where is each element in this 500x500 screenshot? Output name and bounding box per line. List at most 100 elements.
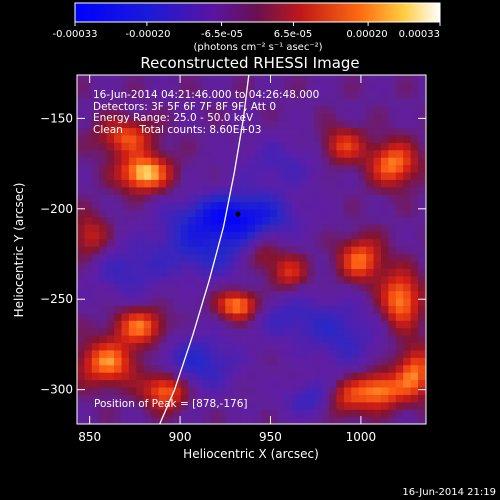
heatmap-cell (203, 186, 212, 195)
heatmap-cell (306, 260, 315, 269)
heatmap-cell (329, 194, 338, 203)
heatmap-cell (128, 127, 137, 136)
heatmap-cell (314, 120, 323, 129)
heatmap-cell (351, 157, 360, 166)
heatmap-cell (151, 120, 160, 129)
heatmap-cell (143, 335, 152, 344)
heatmap-cell (336, 364, 345, 373)
heatmap-cell (366, 342, 375, 351)
heatmap-cell (395, 149, 404, 158)
heatmap-cell (158, 246, 167, 255)
heatmap-cell (269, 75, 278, 84)
heatmap-cell (77, 105, 86, 114)
heatmap-cell (395, 246, 404, 255)
heatmap-cell (403, 260, 412, 269)
heatmap-cell (425, 335, 426, 344)
heatmap-cell (306, 297, 315, 306)
heatmap-cell (410, 223, 419, 232)
heatmap-cell (284, 238, 293, 247)
heatmap-cell (158, 409, 167, 418)
heatmap-cell (232, 216, 241, 225)
heatmap-cell (395, 327, 404, 336)
heatmap-cell (373, 75, 382, 84)
heatmap-cell (128, 335, 137, 344)
heatmap-cell (91, 201, 100, 210)
heatmap-cell (269, 238, 278, 247)
heatmap-cell (366, 253, 375, 262)
heatmap-cell (395, 409, 404, 418)
heatmap-cell (277, 186, 286, 195)
heatmap-cell (180, 112, 189, 121)
heatmap-cell (395, 268, 404, 277)
heatmap-cell (366, 246, 375, 255)
heatmap-cell (358, 290, 367, 299)
heatmap-cell (106, 112, 115, 121)
heatmap-cell (151, 194, 160, 203)
heatmap-cell (210, 134, 219, 143)
heatmap-cell (173, 253, 182, 262)
heatmap-cell (240, 335, 249, 344)
heatmap-cell (366, 231, 375, 240)
heatmap-cell (388, 349, 397, 358)
heatmap-cell (91, 75, 100, 84)
heatmap-cell (203, 179, 212, 188)
heatmap-cell (84, 75, 93, 84)
heatmap-cell (403, 394, 412, 403)
heatmap-cell (388, 290, 397, 299)
heatmap-cell (395, 112, 404, 121)
heatmap-cell (99, 75, 108, 77)
heatmap-cell (180, 327, 189, 336)
heatmap-cell (158, 238, 167, 247)
heatmap-cell (165, 416, 174, 424)
heatmap-cell (136, 149, 145, 158)
heatmap-cell (173, 335, 182, 344)
heatmap-cell (269, 401, 278, 410)
heatmap-cell (277, 97, 286, 106)
heatmap-cell (262, 246, 271, 255)
heatmap-cell (77, 320, 86, 329)
heatmap-cell (91, 97, 100, 106)
heatmap-cell (136, 231, 145, 240)
heatmap-cell (232, 149, 241, 158)
heatmap-cell (136, 201, 145, 210)
heatmap-cell (165, 283, 174, 292)
heatmap-cell (395, 238, 404, 247)
heatmap-cell (425, 283, 426, 292)
heatmap-cell (373, 149, 382, 158)
heatmap-cell (180, 120, 189, 129)
heatmap-cell (395, 164, 404, 173)
heatmap-cell (240, 349, 249, 358)
heatmap-cell (77, 386, 86, 395)
heatmap-cell (418, 297, 426, 306)
heatmap-cell (262, 186, 271, 195)
heatmap-cell (418, 394, 426, 403)
heatmap-cell (91, 157, 100, 166)
heatmap-cell (418, 120, 426, 129)
heatmap-cell (284, 82, 293, 91)
heatmap-cell (143, 90, 152, 99)
heatmap-cell (395, 120, 404, 129)
heatmap-cell (188, 82, 197, 91)
heatmap-cell (321, 208, 330, 218)
heatmap-cell (299, 142, 308, 151)
heatmap-cell (188, 297, 197, 306)
heatmap-cell (77, 268, 86, 277)
heatmap-cell (188, 75, 197, 84)
heatmap-cell (143, 75, 152, 84)
heatmap-cell (306, 357, 315, 366)
heatmap-cell (203, 386, 212, 395)
heatmap-cell (343, 238, 352, 247)
heatmap-cell (277, 142, 286, 151)
heatmap-cell (388, 208, 397, 218)
heatmap-cell (225, 134, 234, 143)
heatmap-cell (366, 164, 375, 173)
heatmap-cell (136, 75, 145, 77)
heatmap-cell (114, 372, 123, 381)
heatmap-cell (373, 290, 382, 299)
heatmap-cell (173, 82, 182, 91)
heatmap-cell (84, 142, 93, 151)
heatmap-cell (343, 327, 352, 336)
heatmap-cell (128, 216, 137, 225)
heatmap-cell (195, 342, 204, 351)
heatmap-cell (195, 327, 204, 336)
